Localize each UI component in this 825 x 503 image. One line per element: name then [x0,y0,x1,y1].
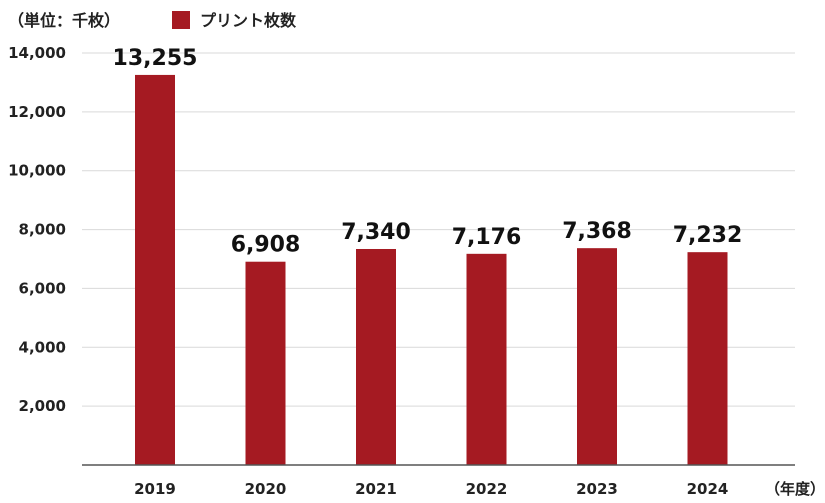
data-labels: 13,255 6,908 7,340 7,176 7,368 7,232 [113,46,743,258]
unit-label: （単位：千枚） [8,11,120,30]
data-label-2023: 7,368 [562,219,632,244]
x-tick-label: 2023 [576,480,618,498]
x-tick-label: 2022 [466,480,508,498]
gridlines [82,52,795,407]
bar-2022 [466,253,507,465]
data-label-2022: 7,176 [452,225,522,250]
y-axis-ticks: 2,000 4,000 6,000 8,000 10,000 12,000 14,000 [8,44,66,415]
data-label-2021: 7,340 [341,220,411,245]
bar-2023 [577,248,617,465]
x-tick-label: 2020 [245,480,287,498]
data-label-2020: 6,908 [231,233,301,258]
x-tick-label: 2024 [687,480,729,498]
y-tick-label: 10,000 [8,162,66,180]
legend-swatch [172,11,190,29]
bars [135,74,728,465]
bar-2024 [687,252,728,465]
bar-2020 [245,261,286,465]
y-tick-label: 2,000 [19,397,66,415]
y-tick-label: 12,000 [8,103,66,121]
data-label-2019: 13,255 [113,46,198,71]
x-axis-ticks: 2019 2020 2021 2022 2023 2024 [134,480,728,498]
y-tick-label: 4,000 [19,338,66,356]
bar-2021 [356,248,396,465]
x-axis-unit-label: （年度） [765,480,825,498]
bar-2019 [135,74,175,465]
x-tick-label: 2019 [134,480,176,498]
y-tick-label: 14,000 [8,44,66,62]
legend-label: プリント枚数 [200,11,297,30]
data-label-2024: 7,232 [673,223,743,248]
y-tick-label: 8,000 [19,221,66,239]
x-tick-label: 2021 [355,480,397,498]
y-tick-label: 6,000 [19,279,66,297]
